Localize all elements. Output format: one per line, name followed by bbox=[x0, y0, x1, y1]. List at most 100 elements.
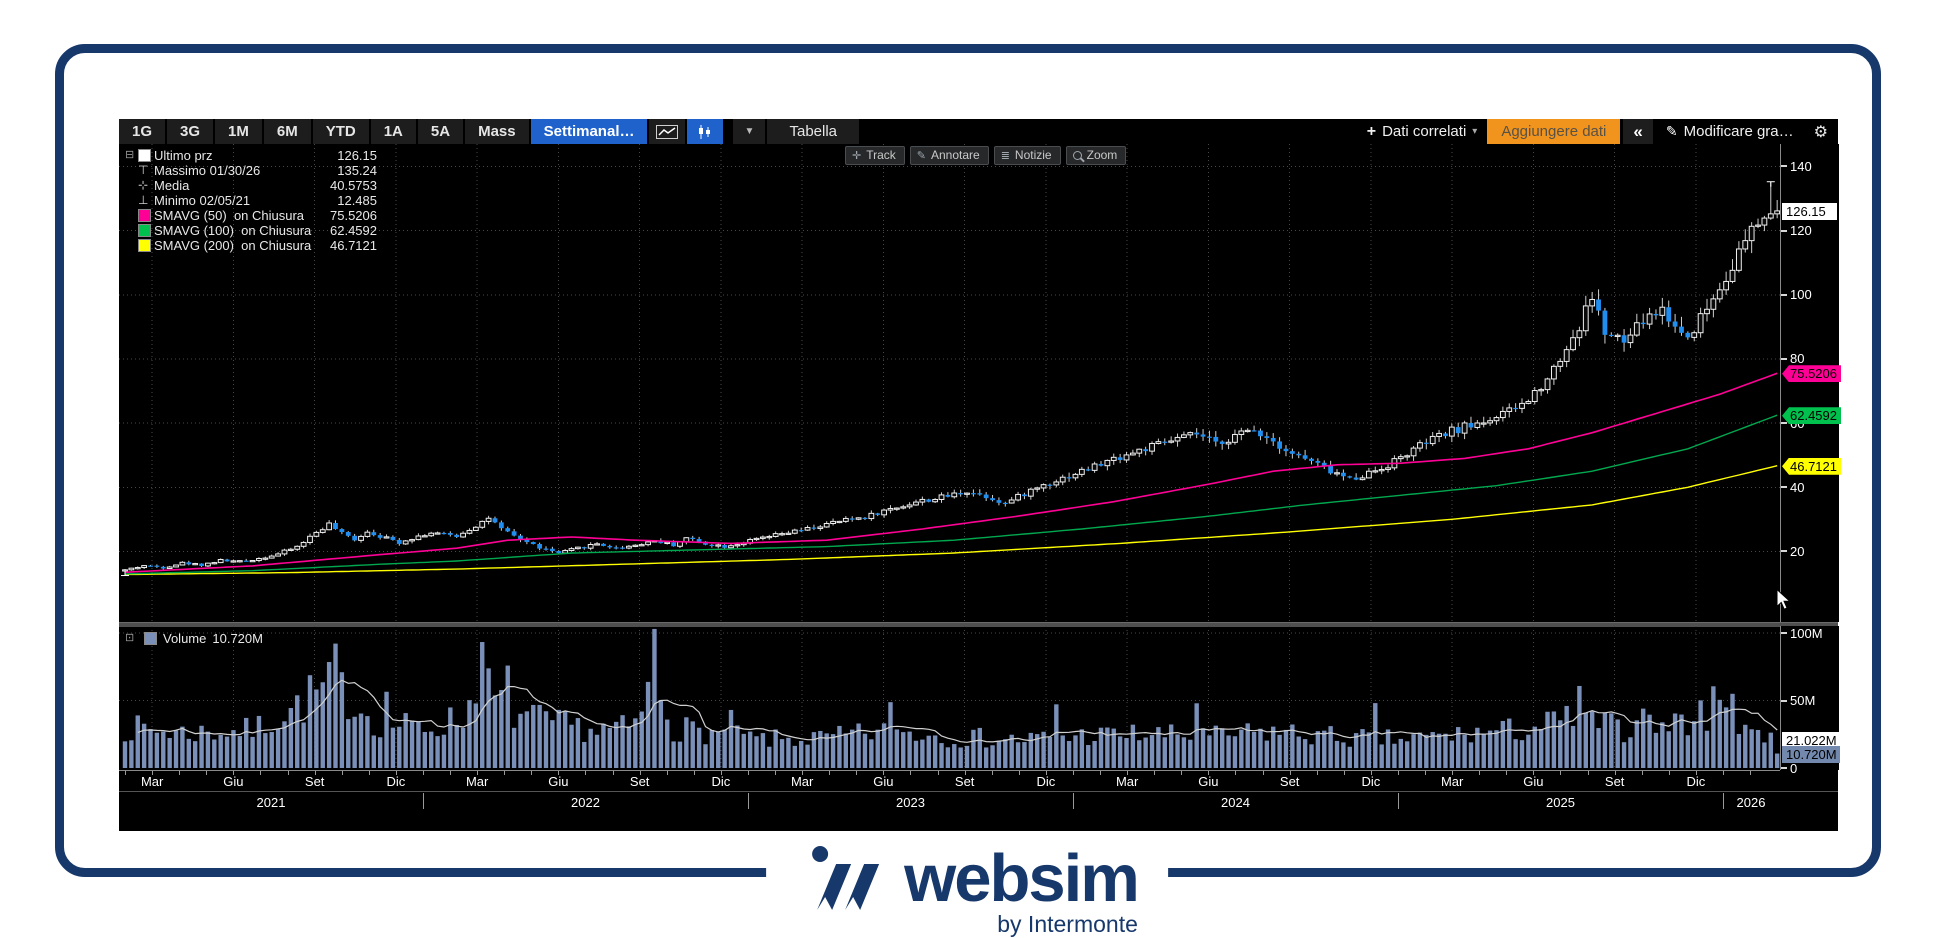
year-label-2024: 2024 bbox=[1221, 795, 1250, 810]
annotate-icon: ✎ bbox=[916, 149, 926, 162]
interval-button-settimanale[interactable]: Settimanal… bbox=[530, 119, 650, 144]
price-legend: ⊟ Ultimo prz 126.15 ⊤ Massimo 01/30/26 135.24… bbox=[125, 148, 377, 253]
month-tick bbox=[1018, 771, 1020, 775]
price-tick-100: 100 bbox=[1781, 287, 1812, 303]
related-data-button[interactable]: + Dati correlati ▾ bbox=[1357, 119, 1488, 144]
month-label-Giu-2023: Giu bbox=[873, 774, 894, 789]
year-label-2022: 2022 bbox=[571, 795, 600, 810]
tool-button-label: Annotare bbox=[931, 148, 980, 162]
settings-gear-button[interactable]: ⚙ bbox=[1804, 119, 1838, 144]
year-separator bbox=[1398, 793, 1399, 809]
panel-divider[interactable] bbox=[119, 622, 1838, 627]
collapse-panel-button[interactable]: « bbox=[1623, 119, 1653, 144]
legend-row-5[interactable]: SMAVG (100) on Chiusura 62.4592 bbox=[125, 223, 377, 238]
add-data-button[interactable]: Aggiungere dati bbox=[1487, 119, 1621, 144]
price-chart-canvas[interactable] bbox=[119, 144, 1780, 622]
month-tick bbox=[1397, 771, 1399, 775]
websim-logo: websim by Intermonte bbox=[766, 833, 1168, 937]
chart-type-caret-button[interactable]: ▼ bbox=[733, 119, 768, 144]
tick-dash bbox=[1781, 229, 1787, 232]
month-tick bbox=[395, 771, 397, 775]
legend-value: 75.5206 bbox=[330, 208, 377, 223]
price-panel[interactable]: ⊟ Ultimo prz 126.15 ⊤ Massimo 01/30/26 135.24… bbox=[119, 144, 1780, 622]
month-tick bbox=[1045, 771, 1047, 775]
volume-label: Volume bbox=[163, 631, 207, 646]
price-tick-140: 140 bbox=[1781, 158, 1812, 174]
month-tick bbox=[693, 771, 695, 775]
month-tick bbox=[829, 771, 831, 775]
color-chip bbox=[138, 209, 151, 222]
volume-chart-canvas[interactable] bbox=[119, 626, 1780, 770]
x-axis-months[interactable]: Mar Giu Set Dic Mar Giu Set Dic Mar Giu Set Dic Mar G… bbox=[119, 770, 1780, 792]
month-tick bbox=[937, 771, 939, 775]
track-button[interactable]: ✛ Track bbox=[845, 146, 905, 165]
month-label-Mar-2022: Mar bbox=[465, 774, 489, 789]
range-button-1m[interactable]: 1M bbox=[215, 119, 264, 144]
line-chart-icon bbox=[656, 124, 679, 139]
range-button-3g[interactable]: 3G bbox=[167, 119, 216, 144]
legend-row-6[interactable]: SMAVG (200) on Chiusura 46.7121 bbox=[125, 238, 377, 253]
range-button-1a[interactable]: 1A bbox=[370, 119, 418, 144]
price-tick-80: 80 bbox=[1781, 351, 1804, 367]
month-label-Mar-2021: Mar bbox=[140, 774, 164, 789]
brand-text: websim bbox=[904, 841, 1140, 916]
expander-icon[interactable]: ⊡ bbox=[125, 632, 135, 644]
price-axis[interactable]: 1401201008060402075.520662.459246.712112… bbox=[1780, 144, 1841, 622]
legend-label: Ultimo prz bbox=[154, 148, 213, 163]
volume-value-box-1: 10.720M bbox=[1782, 745, 1840, 763]
legend-row-2[interactable]: ⊹ Media 40.5753 bbox=[125, 178, 377, 193]
month-tick bbox=[179, 771, 181, 775]
range-button-1g[interactable]: 1G bbox=[119, 119, 168, 144]
legend-row-1[interactable]: ⊤ Massimo 01/30/26 135.24 bbox=[125, 163, 377, 178]
volume-tick-50M: 50M bbox=[1781, 693, 1815, 709]
zoom-button[interactable]: Zoom bbox=[1065, 146, 1127, 165]
month-tick bbox=[910, 771, 912, 775]
year-separator bbox=[1723, 793, 1724, 809]
month-tick bbox=[1127, 771, 1129, 775]
month-tick bbox=[585, 771, 587, 775]
legend-value: 62.4592 bbox=[330, 223, 377, 238]
month-tick bbox=[152, 771, 154, 775]
legend-row-4[interactable]: SMAVG (50) on Chiusura 75.5206 bbox=[125, 208, 377, 223]
range-button-6m[interactable]: 6M bbox=[263, 119, 313, 144]
tree-expander-icon: ⊟ bbox=[125, 149, 135, 161]
edit-chart-button[interactable]: ✎ Modificare gra… bbox=[1656, 119, 1804, 144]
volume-axis[interactable]: 100M 50M 0 21.022M 10.720M bbox=[1780, 626, 1840, 776]
tick-label: 120 bbox=[1790, 223, 1812, 239]
table-button[interactable]: Tabella bbox=[767, 119, 862, 144]
month-tick bbox=[1208, 771, 1210, 775]
month-tick bbox=[1343, 771, 1345, 775]
month-tick bbox=[1614, 771, 1616, 775]
range-button-ytd[interactable]: YTD bbox=[312, 119, 371, 144]
tool-button-label: Notizie bbox=[1014, 148, 1052, 162]
tick-label: 50M bbox=[1790, 693, 1816, 708]
legend-label: SMAVG (50) on Chiusura bbox=[154, 208, 305, 223]
legend-row-3[interactable]: ⊥ Minimo 02/05/21 12.485 bbox=[125, 193, 377, 208]
chart-toolbar: 1G 3G 1M 6M YTD 1A 5A Mass Settimanal… ▼ Tabell… bbox=[119, 119, 1838, 144]
magnifier-icon bbox=[1072, 150, 1082, 160]
x-axis-years[interactable]: 2021 2022 2023 2024 2025 2026 bbox=[119, 791, 1838, 816]
notizie-button[interactable]: ≣ Notizie bbox=[993, 146, 1061, 165]
month-label-Dic-2022: Dic bbox=[711, 774, 731, 789]
tool-button-label: Zoom bbox=[1086, 148, 1118, 162]
range-button-mass[interactable]: Mass bbox=[465, 119, 531, 144]
month-tick bbox=[775, 771, 777, 775]
last-price-box: 126.15 bbox=[1782, 202, 1837, 220]
caret-down-icon: ▾ bbox=[1472, 126, 1478, 137]
range-button-5a[interactable]: 5A bbox=[417, 119, 466, 144]
month-tick bbox=[422, 771, 424, 775]
month-label-Giu-2024: Giu bbox=[1198, 774, 1219, 789]
color-chip bbox=[138, 239, 151, 252]
line-chart-icon-button[interactable] bbox=[649, 119, 688, 144]
volume-legend[interactable]: ⊡ Volume 10.720M bbox=[125, 631, 263, 646]
tick-label: 40 bbox=[1790, 479, 1805, 495]
websim-logo-mark bbox=[812, 846, 880, 910]
candlestick-icon-button[interactable] bbox=[687, 119, 726, 144]
tick-label: 80 bbox=[1790, 351, 1805, 367]
series-color-chip bbox=[138, 149, 154, 162]
volume-panel[interactable]: ⊡ Volume 10.720M bbox=[119, 626, 1780, 770]
annotare-button[interactable]: ✎ Annotare bbox=[909, 146, 989, 165]
legend-row-0[interactable]: ⊟ Ultimo prz 126.15 bbox=[125, 148, 377, 163]
month-tick bbox=[1316, 771, 1318, 775]
month-label-Dic-2025: Dic bbox=[1686, 774, 1706, 789]
